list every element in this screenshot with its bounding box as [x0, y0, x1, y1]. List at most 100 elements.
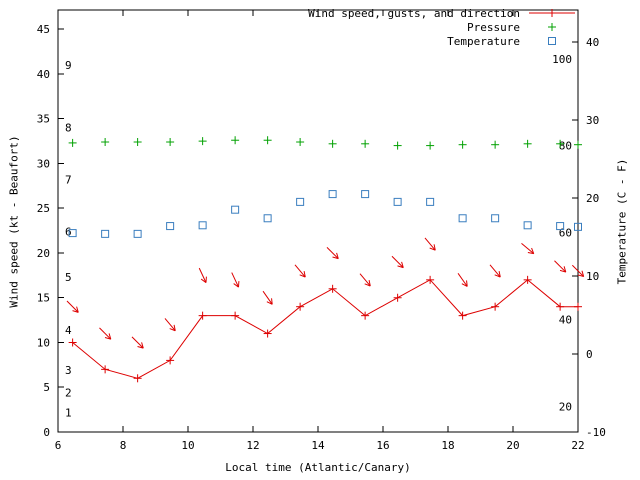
- gust-arrow-head: [401, 261, 404, 268]
- gust-arrow-head: [108, 333, 112, 340]
- legend-sample-wind-icon: [529, 9, 575, 17]
- gust-direction-arrow: [66, 300, 79, 313]
- gust-direction-arrow: [391, 255, 404, 268]
- beaufort-label: 1: [65, 406, 72, 419]
- x-tick-label: 20: [506, 439, 519, 452]
- y-right-tick-label: 0: [586, 348, 593, 361]
- gust-arrow-head: [397, 265, 404, 269]
- temperature-point: [198, 221, 207, 230]
- gust-direction-arrow: [457, 273, 468, 287]
- gust-arrow-head: [299, 274, 306, 278]
- wind-speed-line: [72, 279, 578, 379]
- y-left-tick-label: 30: [37, 157, 50, 170]
- gust-arrow-head: [336, 252, 339, 259]
- legend-sample-pressure-icon: [548, 23, 556, 31]
- temperature-point: [556, 222, 565, 231]
- y-left-tick-label: 20: [37, 247, 50, 260]
- legend-label-wind: Wind speed, gusts, and direction: [308, 6, 520, 20]
- beaufort-label: 7: [65, 174, 72, 187]
- y-left-tick-label: 40: [37, 68, 50, 81]
- beaufort-label: 6: [65, 226, 72, 239]
- gust-direction-arrow: [198, 267, 207, 283]
- y-right-tick-label: 10: [586, 270, 599, 283]
- temperature-point: [263, 214, 272, 223]
- legend: Wind speed, gusts, and direction Pressur…: [308, 6, 576, 48]
- gust-arrow-head: [429, 247, 436, 251]
- beaufort-label: 3: [65, 364, 72, 377]
- temperature-point: [101, 229, 110, 238]
- legend-sample-temperature-icon: [548, 37, 556, 45]
- y-left-tick-label: 35: [37, 113, 50, 126]
- gust-arrow-head: [200, 278, 207, 284]
- gust-direction-arrow: [131, 336, 144, 349]
- beaufort-label: 4: [65, 324, 72, 337]
- temperature-point: [491, 214, 500, 223]
- y-right-tick-label: 30: [586, 114, 599, 127]
- gust-direction-arrow: [571, 264, 585, 277]
- gust-direction-arrow: [521, 242, 535, 255]
- y-right-tick-label: -10: [586, 426, 606, 439]
- gust-arrow-head: [498, 271, 501, 278]
- x-tick-label: 6: [55, 439, 62, 452]
- beaufort-label: 8: [65, 122, 72, 135]
- gust-direction-arrow: [262, 290, 273, 305]
- gust-arrow-head: [527, 251, 534, 255]
- gust-arrow-head: [531, 247, 535, 254]
- gust-arrow-head: [332, 256, 339, 260]
- temperature-point: [68, 229, 77, 238]
- temperature-point: [166, 222, 175, 231]
- temperature-point: [393, 197, 402, 206]
- gust-arrow-head: [494, 274, 501, 278]
- temperature-point: [296, 197, 305, 206]
- legend-item-pressure: Pressure: [308, 20, 576, 34]
- fahrenheit-label: 40: [559, 314, 572, 327]
- plot-border: [57, 9, 579, 433]
- legend-label-temperature: Temperature: [447, 34, 520, 48]
- x-tick-label: 12: [246, 439, 259, 452]
- gust-direction-arrow: [294, 264, 306, 278]
- gust-arrow-head: [581, 270, 585, 277]
- gust-arrow-head: [141, 342, 144, 349]
- temperature-point: [523, 221, 532, 230]
- y-left-tick-label: 5: [43, 381, 50, 394]
- temperature-point: [458, 214, 467, 223]
- beaufort-label: 5: [65, 271, 72, 284]
- gust-arrow-head: [72, 310, 79, 313]
- x-tick-label: 8: [120, 439, 127, 452]
- gust-arrow-head: [76, 306, 79, 313]
- gust-arrow-head: [433, 244, 436, 251]
- gust-arrow-head: [364, 283, 371, 287]
- gust-arrow-head: [169, 328, 176, 332]
- y-left-tick-label: 15: [37, 292, 50, 305]
- fahrenheit-label: 100: [552, 53, 572, 66]
- gust-direction-arrow: [489, 264, 501, 278]
- gust-direction-arrow: [326, 246, 339, 260]
- temperature-point: [133, 229, 142, 238]
- gust-arrow-head: [104, 337, 111, 340]
- temperature-point: [574, 222, 582, 231]
- gust-arrow-head: [577, 274, 584, 278]
- gust-arrow-head: [137, 345, 144, 349]
- gust-arrow-head: [303, 271, 306, 278]
- gust-direction-arrow: [231, 272, 239, 288]
- temperature-point: [231, 205, 240, 214]
- x-tick-label: 18: [441, 439, 454, 452]
- y-right-tick-label: 20: [586, 192, 599, 205]
- fahrenheit-label: 60: [559, 226, 572, 239]
- gust-arrow-head: [271, 298, 273, 305]
- gust-direction-arrow: [99, 327, 112, 340]
- x-tick-label: 22: [571, 439, 584, 452]
- y-right-tick-label: 40: [586, 36, 599, 49]
- temperature-point: [426, 197, 435, 206]
- gust-arrow-head: [368, 279, 371, 287]
- gust-arrow-head: [563, 266, 567, 273]
- gust-arrow-head: [233, 283, 239, 288]
- x-tick-label: 14: [311, 439, 325, 452]
- gust-direction-arrow: [164, 318, 176, 332]
- gust-arrow-head: [466, 280, 468, 287]
- fahrenheit-label: 20: [559, 400, 572, 413]
- gust-arrow-head: [266, 301, 273, 305]
- y-axis-label-right: Temperature (C - F): [615, 158, 629, 285]
